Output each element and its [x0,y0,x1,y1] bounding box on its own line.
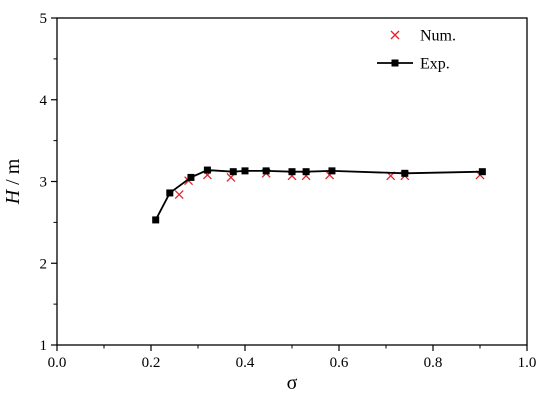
data-point [174,190,184,200]
x-tick-label: 0.2 [142,355,161,371]
series-layer [152,166,486,224]
x-tick-label: 0.6 [330,355,349,371]
data-point [203,166,211,174]
plot-frame [56,17,528,346]
x-tick-label: 0.0 [48,355,67,371]
data-point [401,169,409,177]
data-point [152,216,160,224]
y-axis-title-symbol: H [2,188,24,205]
y-tick-label: 3 [40,175,48,191]
data-point [288,168,296,176]
y-tick-label: 5 [40,11,48,27]
legend-marker [391,59,399,67]
legend-item: Exp. [377,56,450,73]
data-point [328,167,336,175]
ticks-layer: 0.0 0.2 0.4 0.6 0.8 1.0 1 2 3 4 5 [40,11,537,371]
y-axis-title: H / m [2,158,24,205]
series-exp [152,166,486,224]
data-point [302,168,310,176]
data-point [229,168,237,176]
legend-marker [390,30,400,40]
series-line [154,169,483,221]
data-point [187,173,195,181]
x-axis-title: σ [287,372,298,394]
y-tick-label: 1 [40,338,48,354]
data-point [478,168,486,176]
y-tick-label: 4 [40,93,48,109]
legend: Num. Exp. [377,28,456,73]
legend-label: Num. [420,28,456,45]
data-point [262,167,270,175]
legend-item: Num. [390,28,456,45]
data-point [241,167,249,175]
data-point [166,189,174,197]
y-axis-title-unit: / m [2,158,24,190]
x-tick-label: 1.0 [518,355,537,371]
x-tick-label: 0.4 [236,355,255,371]
legend-label: Exp. [420,56,450,73]
x-tick-label: 0.8 [424,355,443,371]
y-tick-label: 2 [40,256,48,272]
